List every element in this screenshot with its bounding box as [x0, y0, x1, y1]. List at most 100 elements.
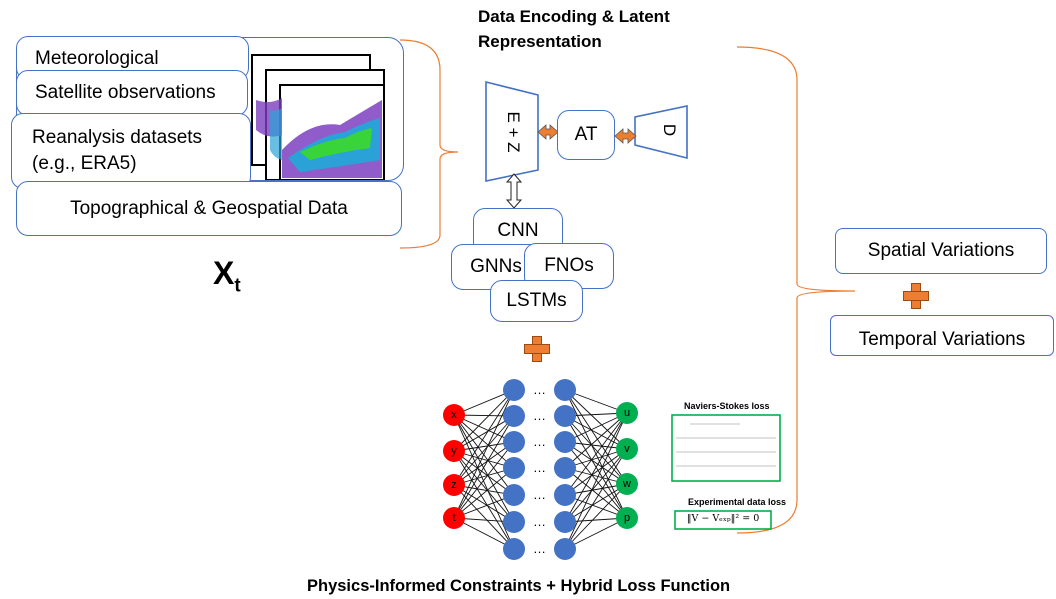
exp-loss-title: Experimental data loss — [688, 497, 787, 507]
encoding-title-line2: Representation — [478, 32, 602, 51]
hidden-node — [554, 484, 576, 506]
hidden-node — [554, 405, 576, 427]
input-hidden-connection — [453, 415, 515, 452]
ns-loss-title: Naviers-Stokes loss — [684, 401, 770, 411]
input-hidden-connection — [453, 441, 515, 486]
temporal-variations-box: Temporal Variations — [830, 315, 1054, 356]
spatial-variations-box: Spatial Variations — [835, 228, 1047, 274]
hidden-output-connection — [564, 517, 628, 550]
output-node-label: v — [624, 443, 630, 455]
encoder-shape — [485, 80, 539, 182]
lstms-label: LSTMs — [506, 290, 567, 311]
exp-loss-formula: ‖V − Vₑₓₚ‖² = 0 — [686, 513, 760, 524]
input-node-label: y — [451, 445, 457, 457]
plus-icon-outputs — [903, 283, 929, 309]
input-node-label: t — [452, 512, 456, 524]
output-node — [616, 507, 638, 529]
network-nodes — [443, 379, 638, 560]
topographical-box: Topographical & Geospatial Data — [16, 181, 402, 236]
satellite-box: Satellite observations — [16, 70, 248, 116]
hidden-output-connection — [564, 448, 628, 496]
gnns-label: GNNs — [470, 256, 522, 277]
output-node-label: p — [623, 512, 631, 524]
output-node — [616, 473, 638, 495]
hidden-node — [554, 511, 576, 533]
reanalysis-label-line1: Reanalysis datasets — [32, 127, 203, 148]
hidden-node — [503, 457, 525, 479]
hidden-ellipsis: … — [533, 382, 546, 397]
encoder-label: E + Z — [504, 111, 523, 153]
attention-box: AT — [557, 110, 615, 160]
temporal-variations-label: Temporal Variations — [858, 329, 1026, 350]
hidden-output-connection — [564, 412, 628, 496]
hidden-output-connection — [564, 389, 628, 414]
ns-loss-box — [671, 414, 781, 482]
arrow-attention-decoder — [614, 128, 637, 144]
hidden-ellipsis: … — [533, 487, 546, 502]
hidden-node — [503, 379, 525, 401]
hidden-output-connection — [564, 389, 628, 450]
satellite-label: Satellite observations — [35, 82, 216, 103]
hidden-output-connection — [564, 389, 628, 485]
hidden-output-connection — [564, 415, 628, 450]
hidden-output-connection — [564, 441, 628, 485]
hidden-output-connection — [564, 412, 628, 550]
plus-icon-models — [524, 336, 550, 362]
meteorological-label: Meteorological — [35, 48, 159, 69]
arrow-encoder-models — [505, 173, 523, 209]
satellite-image-stack — [251, 54, 385, 181]
hidden-node — [554, 379, 576, 401]
hidden-node — [503, 431, 525, 453]
hidden-output-connection — [564, 412, 628, 443]
input-hidden-connection — [453, 450, 515, 550]
input-hidden-connection — [453, 389, 515, 486]
hidden-output-connection — [564, 494, 628, 519]
hidden-output-connection — [564, 415, 628, 485]
input-bracket — [399, 39, 459, 249]
output-node-label: w — [623, 478, 631, 490]
hidden-output-connection — [564, 483, 628, 523]
input-hidden-connection — [453, 450, 515, 496]
input-hidden-connection — [453, 517, 515, 550]
input-hidden-connection — [453, 441, 515, 519]
hidden-output-connection — [564, 467, 628, 519]
input-hidden-connection — [453, 389, 515, 519]
encoding-title-line1: Data Encoding & Latent — [478, 7, 670, 26]
input-hidden-connection — [453, 484, 515, 523]
input-node-label: x — [451, 409, 457, 421]
input-symbol-subscript: t — [234, 275, 241, 297]
hidden-node — [503, 405, 525, 427]
input-node — [443, 474, 465, 496]
input-symbol-main: X — [213, 255, 235, 291]
fnos-label: FNOs — [544, 255, 594, 276]
ns-loss-equations — [676, 423, 776, 467]
input-hidden-connection — [453, 389, 515, 452]
encoding-title: Data Encoding & Latent Representation — [478, 4, 670, 54]
spatial-variations-label: Spatial Variations — [867, 240, 1015, 261]
hidden-ellipsis: … — [533, 460, 546, 475]
hidden-output-connection — [564, 448, 628, 550]
hidden-output-connection — [564, 483, 628, 550]
input-hidden-connection — [453, 467, 515, 519]
hidden-node — [554, 538, 576, 560]
output-bracket — [736, 46, 856, 534]
bottom-title: Physics-Informed Constraints + Hybrid Lo… — [307, 577, 731, 595]
hidden-ellipsis: … — [533, 408, 546, 423]
input-hidden-connection — [453, 415, 515, 486]
input-node — [443, 440, 465, 462]
hidden-node — [503, 538, 525, 560]
hidden-node — [554, 457, 576, 479]
exp-loss-box — [674, 510, 772, 530]
input-hidden-connection — [453, 414, 515, 550]
hidden-ellipsis: … — [533, 434, 546, 449]
hidden-output-connection — [564, 412, 628, 469]
input-node — [443, 507, 465, 529]
input-node-label: z — [451, 479, 457, 491]
lstms-box: LSTMs — [490, 280, 583, 322]
attention-label: AT — [574, 124, 598, 145]
hidden-node — [503, 511, 525, 533]
input-hidden-connection — [453, 414, 515, 469]
input-node — [443, 404, 465, 426]
topographical-label: Topographical & Geospatial Data — [70, 197, 348, 219]
